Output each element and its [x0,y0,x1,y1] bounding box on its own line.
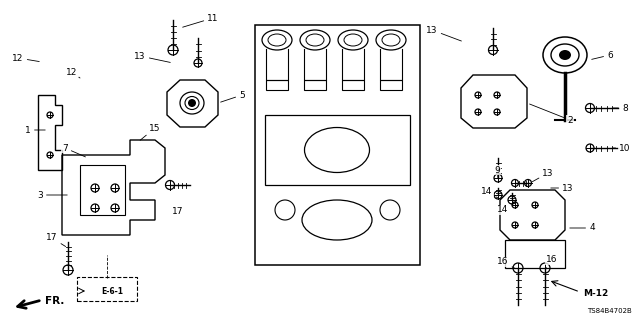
Bar [255,25,420,265]
Bar [304,80,326,90]
Text: 16: 16 [547,255,557,268]
Text: E-6-1: E-6-1 [101,286,123,295]
Text: 8: 8 [612,103,628,113]
Circle shape [188,99,196,107]
Text: 6: 6 [592,51,613,60]
Text: 3: 3 [37,190,67,199]
Bar [505,240,565,268]
Bar [266,80,288,90]
Bar [265,115,410,185]
Ellipse shape [559,50,571,60]
Text: 11: 11 [182,13,219,27]
Text: 12: 12 [67,68,80,78]
Text: TS84B4702B: TS84B4702B [588,308,632,314]
Text: M-12: M-12 [583,289,608,298]
Text: 15: 15 [140,124,161,140]
Bar [342,80,364,90]
Text: 10: 10 [612,143,631,153]
Text: 13: 13 [134,52,170,62]
Text: 7: 7 [62,143,86,157]
Text: 5: 5 [221,91,245,102]
Text: FR.: FR. [45,296,65,306]
Text: 16: 16 [497,258,516,269]
Bar [380,80,402,90]
Text: 13: 13 [551,183,573,193]
Text: 17: 17 [46,234,66,246]
Text: 12: 12 [12,53,39,62]
Text: 14: 14 [481,188,498,198]
Text: 9: 9 [494,165,500,178]
Text: 17: 17 [172,207,184,217]
Text: 2: 2 [529,104,573,124]
Bar [80,165,125,215]
Text: 1: 1 [25,125,45,134]
Text: 13: 13 [426,26,461,41]
Text: 14: 14 [497,202,514,214]
Text: 4: 4 [570,223,595,233]
Text: 13: 13 [532,169,554,182]
